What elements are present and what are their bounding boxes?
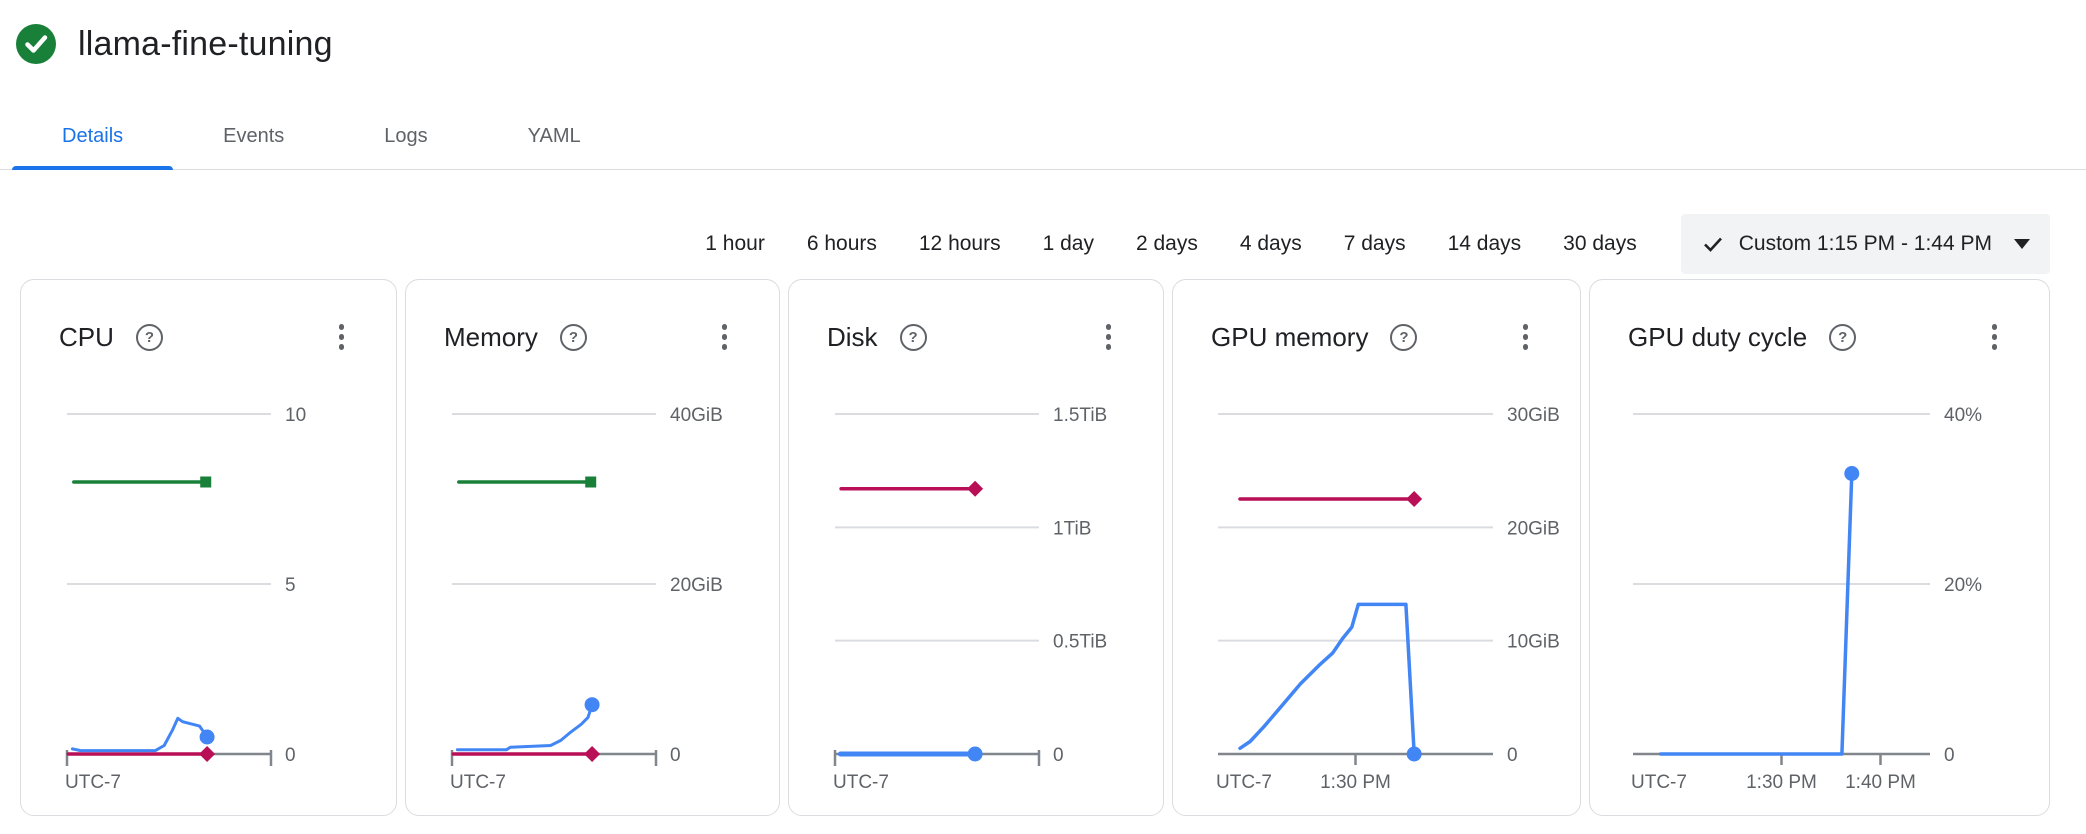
y-zero-label: 0 <box>1507 745 1518 766</box>
diamond-marker <box>1406 491 1423 507</box>
page-header: llama-fine-tuning <box>0 0 2086 64</box>
card-header: GPU memory ? <box>1173 280 1580 353</box>
blue-usage-line <box>70 716 209 753</box>
y-tick-label: 40% <box>1944 405 1982 426</box>
timezone-label: UTC-7 <box>833 772 889 793</box>
diamond-marker <box>199 746 216 762</box>
y-zero-label: 0 <box>1053 745 1064 766</box>
status-ok-icon <box>16 24 56 64</box>
custom-time-range-button[interactable]: Custom 1:15 PM - 1:44 PM <box>1680 214 2050 274</box>
time-range-option-4-days[interactable]: 4 days <box>1239 232 1302 255</box>
tab-logs[interactable]: Logs <box>384 125 428 147</box>
help-icon[interactable]: ? <box>1829 324 1857 351</box>
y-tick-label: 10GiB <box>1507 632 1560 653</box>
timezone-label: UTC-7 <box>1631 772 1687 793</box>
y-tick-label: 5 <box>285 575 296 596</box>
time-range-option-7-days[interactable]: 7 days <box>1343 232 1406 255</box>
card-header: CPU ? <box>21 280 396 353</box>
help-icon[interactable]: ? <box>1390 324 1418 351</box>
square-marker <box>200 476 212 488</box>
y-tick-label: 20GiB <box>670 575 723 596</box>
diamond-marker <box>967 480 984 497</box>
more-options-icon[interactable] <box>1519 320 1533 354</box>
help-icon[interactable]: ? <box>135 324 163 351</box>
y-tick-label: 10 <box>285 405 306 426</box>
time-range-option-14-days[interactable]: 14 days <box>1447 232 1522 255</box>
card-title-cpu: CPU <box>59 322 114 352</box>
metric-card-cpu: CPU ? 10 5 0 UTC-7 <box>20 279 397 816</box>
metric-card-gpu-memory: GPU memory ? 30GiB 20GiB 10GiB 0 UTC-7 1:30 P… <box>1172 279 1581 816</box>
metric-cards-row: CPU ? 10 5 0 UTC-7 Memory ? 40GiB 20GiB 0 UTC-… <box>0 279 2086 816</box>
y-tick-label: 30GiB <box>1507 405 1560 426</box>
card-header: Memory ? <box>406 280 779 353</box>
tab-yaml[interactable]: YAML <box>527 125 581 147</box>
more-options-icon[interactable] <box>335 320 349 354</box>
circle-marker <box>199 729 215 745</box>
timezone-label: UTC-7 <box>65 772 121 793</box>
x-tick-label: 1:30 PM <box>1320 772 1391 793</box>
disk-chart: 1.5TiB 1TiB 0.5TiB 0 UTC-7 <box>833 405 1107 793</box>
y-tick-label: 20% <box>1944 575 1982 596</box>
check-icon <box>1703 237 1722 252</box>
blue-usage-line <box>1238 602 1416 756</box>
help-icon[interactable]: ? <box>899 324 927 351</box>
blue-usage-line <box>455 703 594 752</box>
y-tick-label: 1TiB <box>1053 518 1091 539</box>
timezone-label: UTC-7 <box>450 772 506 793</box>
diamond-marker <box>584 746 601 762</box>
metric-card-gpu-duty-cycle: GPU duty cycle ? 40% 20% 0 UTC-7 1:30 PM 1:40… <box>1589 279 2050 816</box>
time-range-option-1-hour[interactable]: 1 hour <box>705 232 765 255</box>
y-tick-label: 40GiB <box>670 405 723 426</box>
circle-marker <box>1844 466 1860 481</box>
time-range-bar: 1 hour 6 hours 12 hours 1 day 2 days 4 d… <box>0 214 2086 274</box>
metric-card-disk: Disk ? 1.5TiB 1TiB 0.5TiB 0 UTC-7 <box>788 279 1164 816</box>
circle-marker <box>584 697 600 713</box>
time-range-option-12-hours[interactable]: 12 hours <box>918 232 1001 255</box>
more-options-icon[interactable] <box>1102 320 1116 354</box>
time-range-option-1-day[interactable]: 1 day <box>1042 232 1094 255</box>
time-range-option-30-days[interactable]: 30 days <box>1563 232 1637 255</box>
x-tick-label: 1:40 PM <box>1845 772 1916 793</box>
time-range-option-6-hours[interactable]: 6 hours <box>806 232 877 255</box>
page-title: llama-fine-tuning <box>78 24 333 63</box>
time-range-option-2-days[interactable]: 2 days <box>1135 232 1198 255</box>
card-title-disk: Disk <box>827 322 878 352</box>
circle-marker <box>1406 746 1422 762</box>
y-zero-label: 0 <box>1944 745 1955 766</box>
custom-time-range-label: Custom 1:15 PM - 1:44 PM <box>1738 232 1992 255</box>
y-tick-label: 1.5TiB <box>1053 405 1107 426</box>
y-tick-label: 20GiB <box>1507 518 1560 539</box>
x-tick-label: 1:30 PM <box>1746 772 1817 793</box>
tab-events[interactable]: Events <box>223 125 285 147</box>
card-title-gpu-memory: GPU memory <box>1211 322 1369 352</box>
card-header: GPU duty cycle ? <box>1590 280 2049 353</box>
gpu-duty-cycle-chart: 40% 20% 0 UTC-7 1:30 PM 1:40 PM <box>1631 405 1982 793</box>
card-title-gpu-duty-cycle: GPU duty cycle <box>1628 322 1808 352</box>
card-header: Disk ? <box>789 280 1163 353</box>
y-tick-label: 0.5TiB <box>1053 632 1107 653</box>
card-title-memory: Memory <box>444 322 538 352</box>
more-options-icon[interactable] <box>718 320 732 354</box>
cpu-chart: 10 5 0 UTC-7 <box>65 405 306 793</box>
square-marker <box>585 476 597 488</box>
more-options-icon[interactable] <box>1988 320 2002 354</box>
memory-chart: 40GiB 20GiB 0 UTC-7 <box>450 405 723 793</box>
help-icon[interactable]: ? <box>559 324 587 351</box>
caret-down-icon <box>2014 239 2030 249</box>
gpu-memory-chart: 30GiB 20GiB 10GiB 0 UTC-7 1:30 PM <box>1216 405 1560 793</box>
y-zero-label: 0 <box>670 745 681 766</box>
circle-marker <box>967 746 983 762</box>
blue-usage-line <box>1658 471 1854 756</box>
tab-details[interactable]: Details <box>12 108 174 170</box>
metric-card-memory: Memory ? 40GiB 20GiB 0 UTC-7 <box>405 279 780 816</box>
tab-bar: Details Events Logs YAML <box>0 108 2086 170</box>
y-zero-label: 0 <box>285 745 296 766</box>
timezone-label: UTC-7 <box>1216 772 1272 793</box>
